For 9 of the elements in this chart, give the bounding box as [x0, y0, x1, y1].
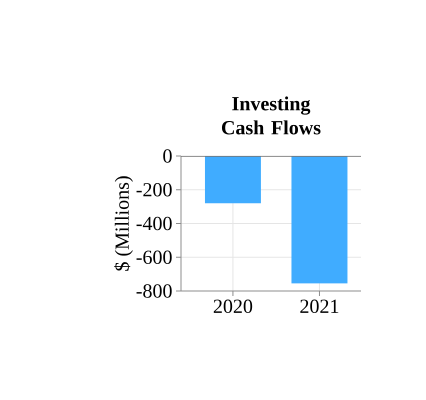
x-tick-label: 2021 [300, 300, 338, 314]
y-tick-label: -600 [136, 250, 172, 264]
y-axis-title: $ (Millions) [114, 176, 133, 271]
chart-title: Investing Cash Flows [222, 96, 321, 134]
y-tick-label: -200 [136, 183, 172, 196]
y-tick-label: 0 [163, 149, 172, 163]
y-tick-label: -800 [136, 284, 172, 298]
y-tick-label: -400 [136, 216, 172, 230]
x-tick-label: 2020 [214, 300, 252, 314]
